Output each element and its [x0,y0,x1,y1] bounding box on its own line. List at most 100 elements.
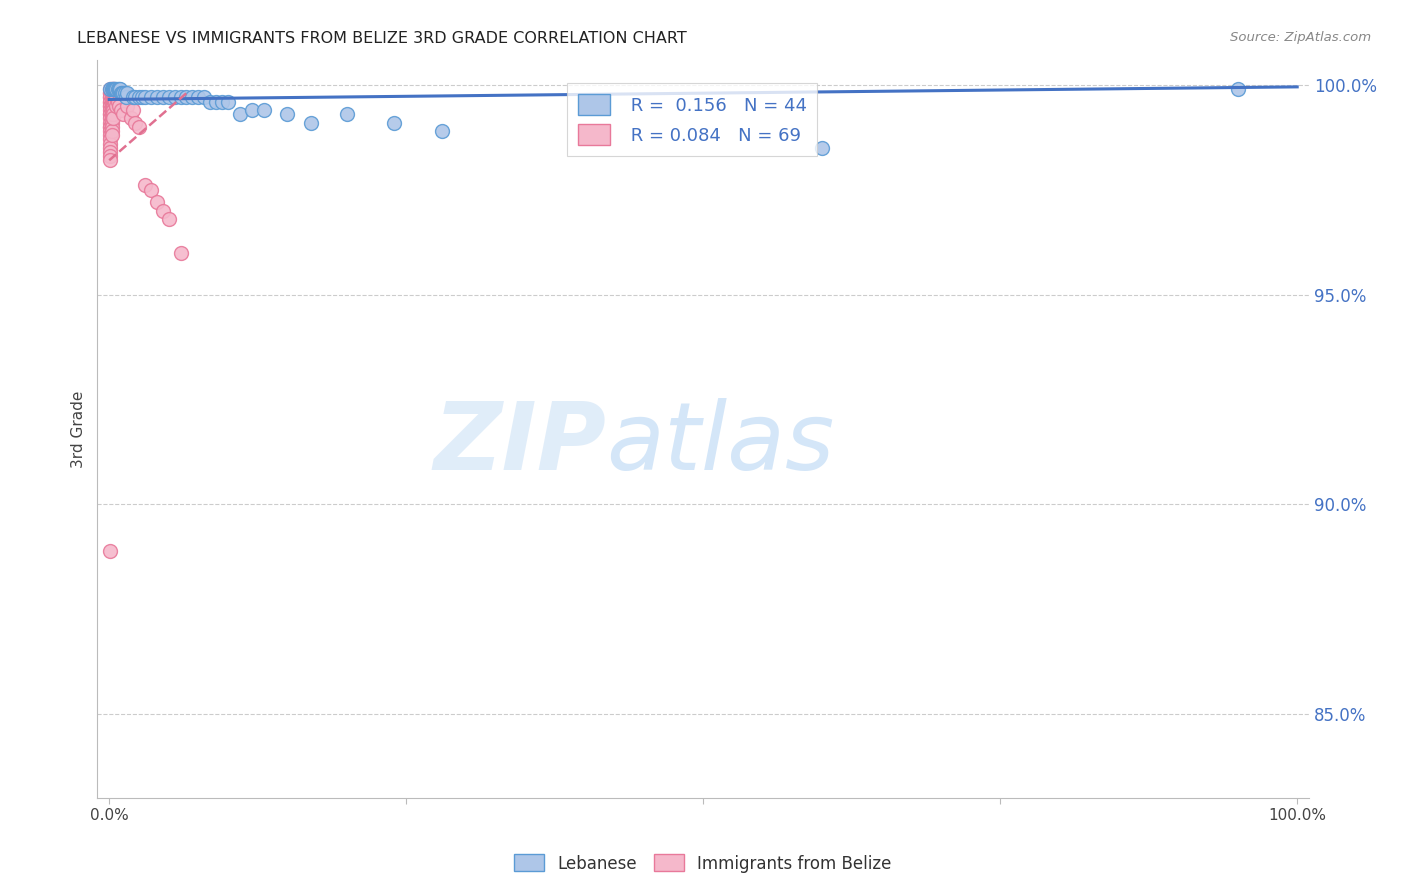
Point [100,153,122,168]
Point [100,112,122,126]
Point [107,82,129,96]
Point [200,95,222,109]
Point [104,86,127,100]
Point [100,90,122,104]
Point [100,86,122,100]
Point [124,90,146,104]
Point [114,86,136,100]
Point [115,90,138,104]
Point [253,103,276,117]
Point [120,112,142,126]
Point [110,86,132,100]
Point [128,120,150,134]
Point [104,90,127,104]
Point [187,90,209,104]
Text: atlas: atlas [606,398,835,489]
Point [101,90,124,104]
Point [100,128,122,142]
Point [122,103,145,117]
Point [100,86,122,100]
Point [124,115,146,129]
Point [100,90,122,104]
Point [100,82,122,96]
Point [128,90,150,104]
Point [101,86,124,100]
Point [100,112,122,126]
Point [100,82,122,96]
Point [100,99,122,113]
Point [134,178,156,193]
Point [101,82,124,96]
Point [108,82,131,96]
Point [217,95,239,109]
Point [1226,82,1249,96]
Point [100,124,122,138]
Point [101,112,124,126]
Point [157,90,180,104]
Point [103,82,125,96]
Point [100,90,122,104]
Point [163,90,186,104]
Point [110,103,132,117]
Point [122,90,145,104]
Point [145,90,167,104]
Point [145,195,167,210]
Point [100,115,122,129]
Point [100,103,122,117]
Point [100,82,122,96]
Point [112,107,135,121]
Point [336,107,359,121]
Point [240,103,263,117]
Point [100,107,122,121]
Point [100,136,122,151]
Point [100,132,122,146]
Point [152,90,174,104]
Point [103,82,125,96]
Point [139,183,162,197]
Point [382,115,405,129]
Legend:  R =  0.156   N = 44,  R = 0.084   N = 69: R = 0.156 N = 44, R = 0.084 N = 69 [567,83,817,156]
Point [100,120,122,134]
Point [101,107,124,121]
Point [100,82,122,96]
Point [104,82,127,96]
Point [115,86,138,100]
Point [100,95,122,109]
Point [811,141,834,155]
Point [115,99,138,113]
Point [105,82,128,96]
Point [134,90,156,104]
Point [100,107,122,121]
Point [100,86,122,100]
Point [176,90,198,104]
Point [100,107,122,121]
Point [100,145,122,159]
Point [100,124,122,138]
Point [181,90,204,104]
Point [100,115,122,129]
Text: Source: ZipAtlas.com: Source: ZipAtlas.com [1230,31,1371,45]
Point [169,90,191,104]
Point [107,95,129,109]
Point [100,120,122,134]
Y-axis label: 3rd Grade: 3rd Grade [72,390,86,467]
Point [107,99,129,113]
Point [100,99,122,113]
Text: ZIP: ZIP [433,398,606,490]
Point [157,212,180,227]
Point [100,103,122,117]
Point [100,543,122,558]
Point [103,90,125,104]
Point [100,120,122,134]
Point [169,245,191,260]
Point [111,86,134,100]
Point [101,99,124,113]
Legend: Lebanese, Immigrants from Belize: Lebanese, Immigrants from Belize [508,847,898,880]
Point [229,107,252,121]
Point [112,86,135,100]
Point [104,95,127,109]
Point [100,95,122,109]
Point [131,90,153,104]
Point [139,90,162,104]
Point [101,103,124,117]
